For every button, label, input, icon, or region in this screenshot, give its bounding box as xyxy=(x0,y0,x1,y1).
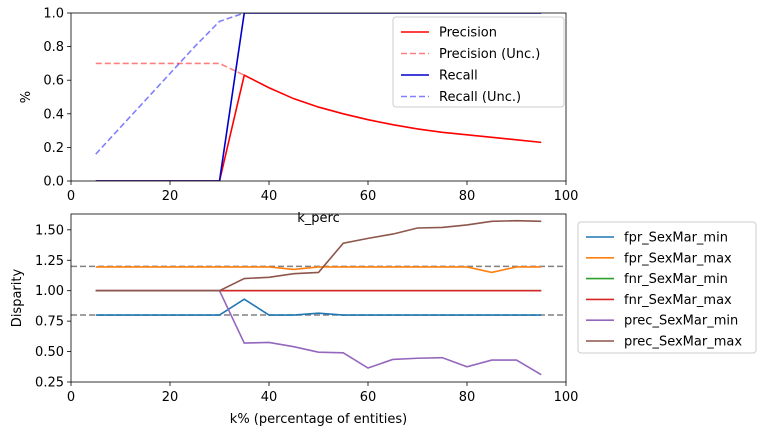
y-tick-label: 1.00 xyxy=(35,284,64,299)
x-tick-label: 80 xyxy=(459,390,476,405)
y-tick-label: 0.8 xyxy=(43,40,64,55)
series-line-prec-sexmar-max xyxy=(95,219,542,292)
legend-label: Recall (Unc.) xyxy=(439,90,521,105)
x-tick-label: 60 xyxy=(360,189,377,204)
series-line-fpr-sexmar-max xyxy=(95,266,542,274)
x-tick-label: 0 xyxy=(67,390,75,405)
chart-panel-1: 0 20 40 60 80 100 0.0 0.2 0.4 0.6 0.8 1.0 k_perc% Pre… xyxy=(19,7,578,227)
y-tick-label: 0.0 xyxy=(43,175,64,190)
y-axis-label: Disparity xyxy=(10,269,25,328)
y-tick-label: 1.25 xyxy=(35,254,64,269)
y-tick-label: 0.75 xyxy=(35,315,64,330)
legend-label: Recall xyxy=(439,69,478,84)
y-tick-label: 0.4 xyxy=(43,107,64,122)
x-tick-label: 100 xyxy=(554,390,579,405)
y-tick-label: 0.50 xyxy=(35,345,64,360)
y-tick-label: 1.50 xyxy=(35,223,64,238)
series-line-recall-unc xyxy=(95,13,245,155)
x-tick-label: 80 xyxy=(459,189,476,204)
series-line-prec-sexmar-min xyxy=(95,289,542,376)
legend-label: prec_SexMar_max xyxy=(624,335,742,350)
series-line-fpr-sexmar-min xyxy=(95,298,542,316)
legend-label: fnr_SexMar_min xyxy=(624,272,728,287)
series-line-precision-unc xyxy=(95,62,245,76)
x-axis-label: k_perc xyxy=(297,211,340,226)
legend-box xyxy=(577,221,757,354)
x-tick-label: 40 xyxy=(261,390,278,405)
x-tick-label: 0 xyxy=(67,189,75,204)
y-axis-label: % xyxy=(19,91,34,103)
x-tick-label: 40 xyxy=(261,189,278,204)
legend-label: fpr_SexMar_min xyxy=(624,231,728,246)
legend-label: fpr_SexMar_max xyxy=(624,251,732,266)
x-tick-label: 100 xyxy=(554,189,579,204)
legend: Precision Precision (Unc.) Recall Recall (U… xyxy=(392,16,565,108)
x-tick-label: 20 xyxy=(162,390,179,405)
chart-panel-2: 0 20 40 60 80 100 0.25 0.50 0.75 1.00 1.25 1.50 k% (… xyxy=(10,213,757,427)
y-tick-label: 0.6 xyxy=(43,74,64,89)
legend-box xyxy=(392,16,565,108)
legend: fpr_SexMar_min fpr_SexMar_max fnr_SexMar_m… xyxy=(577,221,757,354)
plot-area xyxy=(95,13,542,181)
y-tick-label: 0.25 xyxy=(35,376,64,391)
x-axis-label: k% (percentage of entities) xyxy=(230,412,407,427)
legend-label: Precision xyxy=(439,26,497,41)
series-line-precision xyxy=(95,73,542,181)
legend-label: Precision (Unc.) xyxy=(439,47,540,62)
y-tick-label: 1.0 xyxy=(43,7,64,22)
plot-frame xyxy=(70,213,567,383)
y-tick-label: 0.2 xyxy=(43,141,64,156)
plot-area xyxy=(71,219,566,376)
plot-frame xyxy=(70,12,567,182)
x-tick-label: 60 xyxy=(360,390,377,405)
x-tick-label: 20 xyxy=(162,189,179,204)
legend-label: fnr_SexMar_max xyxy=(624,293,732,308)
legend-label: prec_SexMar_min xyxy=(624,314,738,329)
